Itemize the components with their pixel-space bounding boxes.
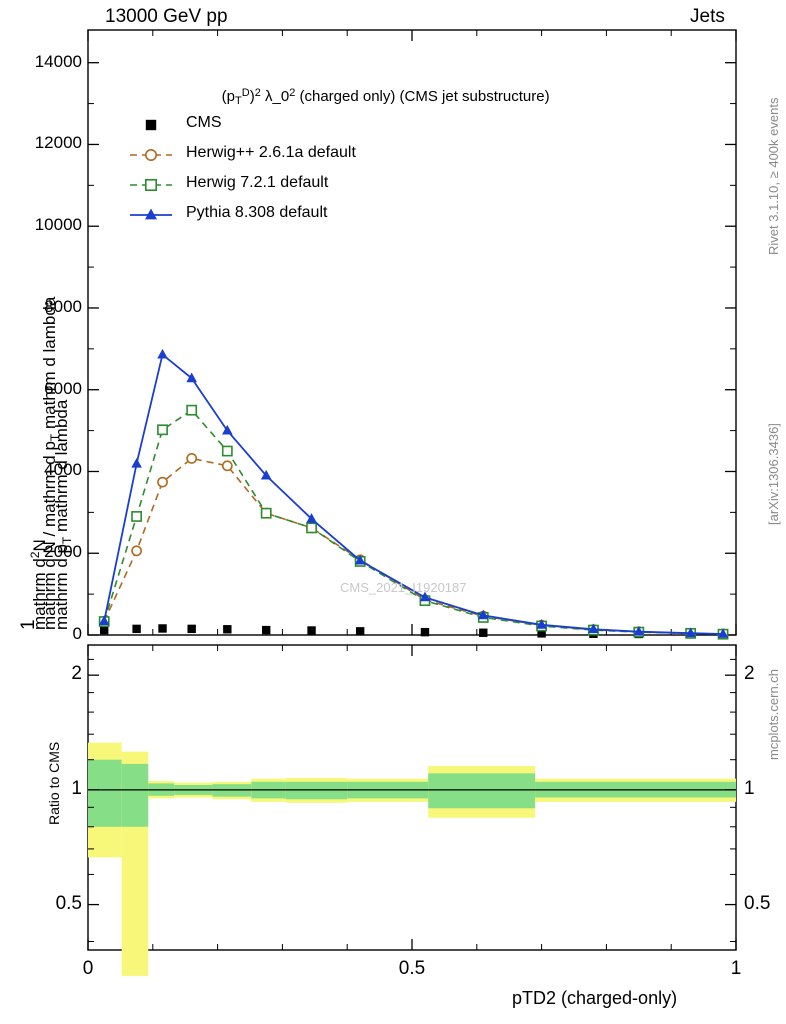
legend-row: Herwig++ 2.6.1a default [128,140,428,170]
series-marker-3 [477,609,489,620]
main-ytick-label: 10000 [34,215,82,235]
series-marker-3 [419,591,431,602]
ratio-ytick-label-left: 2 [71,663,82,685]
main-ylabel-fraction: mathrm d N / mathrm d pT mathrm d lambda [40,296,62,630]
legend-point [145,119,157,131]
band-green [285,781,348,800]
legend: CMS Herwig++ 2.6.1a default Herwig 7.2.1 d… [128,110,428,230]
series-marker-2 [260,507,272,519]
series-marker-0 [307,626,316,635]
series-marker-0 [479,628,488,637]
series-marker-1 [131,545,142,557]
legend-point [144,179,157,191]
legend-marker-circle-open [130,149,172,161]
series-marker-0 [100,625,109,635]
header-left: 13000 GeV pp [105,6,228,27]
legend-label: Herwig 7.2.1 default [186,174,329,191]
xtick-label: 0 [82,958,94,979]
series-marker-2 [157,424,168,436]
band-green [121,763,149,827]
legend-point [144,149,157,161]
series-marker-1 [157,476,168,488]
series-marker-3 [536,619,547,629]
ratio-ytick-label-right: 1 [744,777,755,799]
legend-label: Pythia 8.308 default [186,204,328,221]
xtick-label: 1 [730,958,742,979]
series-marker-3 [98,615,110,626]
series-marker-2 [186,404,198,416]
legend-marker-square-open [130,179,172,191]
ratio-ytick-label-left: 1 [71,777,82,799]
series-marker-1 [186,453,198,464]
series-line-1 [103,457,724,635]
series-marker-3 [306,513,317,523]
ratio-ylabel: Ratio to CMS [46,741,62,825]
series-marker-3 [186,372,197,383]
series-marker-1 [221,460,233,472]
legend-point [145,208,157,220]
series-line-2 [103,409,724,635]
series-marker-2 [306,522,317,534]
series-marker-3 [131,457,142,468]
series-marker-0 [223,625,232,634]
ratio-axis-ticks [87,645,737,950]
main-ylabel-prefix: 1 [18,619,39,630]
band-green [428,773,536,809]
band-green [88,759,122,827]
main-ytick-label: 14000 [34,51,82,71]
series-marker-3 [354,554,366,565]
series-marker-0 [262,625,271,635]
xaxis-label: pTD2 (charged-only) [512,988,678,1008]
main-ytick-label: 8000 [44,296,82,316]
series-marker-3 [157,348,168,359]
plot-title: (pTD)2 λ_02 (charged only) (CMS jet subs… [221,87,550,107]
main-ytick-label: 6000 [44,378,82,398]
ratio-ytick-label-left: 0.5 [55,892,82,914]
series-marker-3 [260,469,272,480]
main-ytick-label: 12000 [34,133,82,153]
legend-label: CMS [186,114,222,131]
series-marker-2 [131,511,142,522]
series-marker-0 [158,624,167,633]
legend-row: CMS [128,110,428,140]
series-marker-0 [132,624,141,634]
main-ytick-label: 0 [72,624,82,643]
xtick-label: 0.5 [398,958,426,979]
series-marker-3 [588,623,599,634]
main-ytick-label: 4000 [44,460,82,480]
series-marker-0 [187,624,196,634]
main-ytick-label: 2000 [44,542,82,562]
ratio-uncertainty-bands [88,742,736,976]
legend-marker-triangle-filled [130,208,172,220]
header-right: Jets [690,6,725,27]
series-marker-0 [537,629,546,638]
legend-row: Pythia 8.308 default [128,200,428,230]
ratio-ytick-label-right: 0.5 [744,892,771,914]
legend-row: Herwig 7.2.1 default [128,170,428,200]
series-marker-3 [685,627,696,638]
data-series-layer [98,348,729,640]
series-marker-0 [355,627,365,636]
series-marker-3 [633,625,645,636]
series-marker-0 [420,627,430,637]
legend-marker-square-filled [145,119,157,131]
ratio-ytick-label-right: 2 [744,663,755,685]
legend-label: Herwig++ 2.6.1a default [186,144,356,161]
series-marker-2 [221,445,233,457]
series-marker-3 [717,628,729,638]
series-marker-3 [222,424,233,435]
analysis-watermark: CMS_2021_I1920187 [340,580,467,595]
